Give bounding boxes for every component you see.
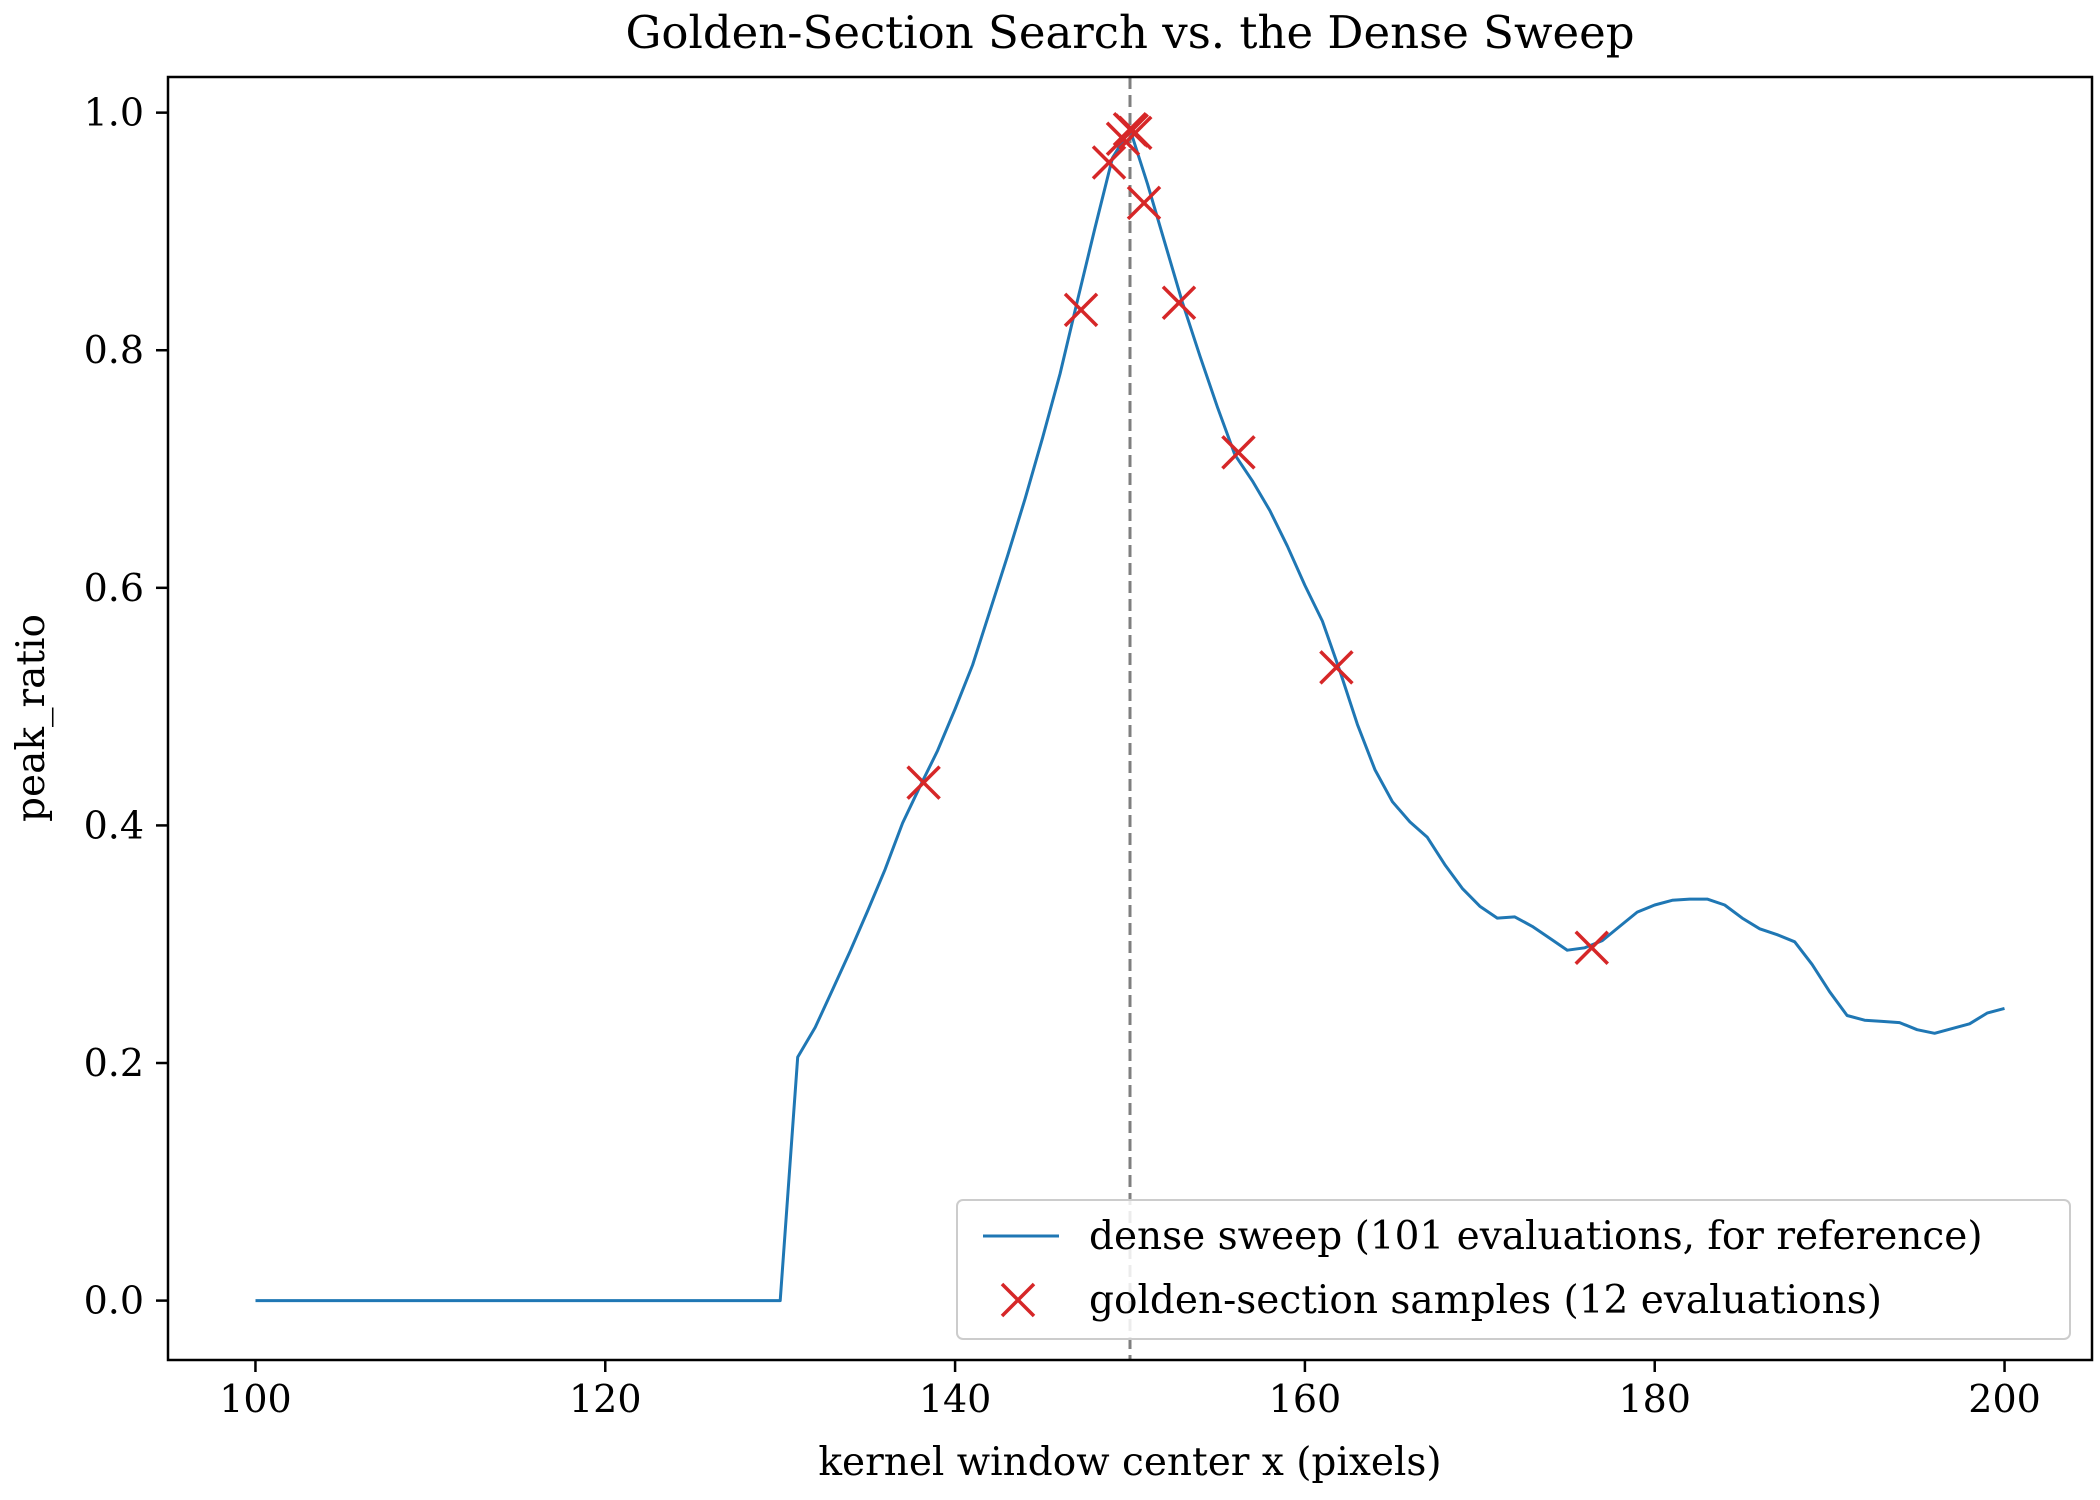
plot-frame [166, 75, 2094, 1362]
legend-x-marker-swatch [1000, 1282, 1036, 1318]
x-tick-label: 120 [569, 1377, 642, 1421]
golden-section-sample-marker [906, 765, 941, 800]
x-tick-label: 200 [1968, 1377, 2041, 1421]
x-tick-label: 180 [1618, 1377, 1691, 1421]
golden-section-sample-marker [1063, 292, 1099, 328]
golden-section-sample-marker [1126, 185, 1162, 221]
x-tick-label: 100 [219, 1377, 292, 1421]
golden-section-sample-marker [1221, 435, 1256, 470]
golden-section-sample-marker [1091, 145, 1127, 180]
golden-section-sample-marker [1114, 113, 1149, 148]
y-axis-label: peak_ratio [9, 614, 54, 822]
legend-label-dense-sweep: dense sweep (101 evaluations, for refere… [1089, 1214, 1983, 1259]
y-tick-label: 0.6 [84, 566, 144, 610]
y-tick-label: 0.2 [84, 1041, 144, 1085]
legend: dense sweep (101 evaluations, for refere… [956, 1199, 2071, 1340]
golden-section-sample-marker [1574, 930, 1609, 966]
y-tick-label: 1.0 [84, 91, 144, 135]
legend-label-golden-section: golden-section samples (12 evaluations) [1089, 1278, 1882, 1323]
y-tick-label: 0.4 [84, 803, 144, 847]
x-tick-label: 160 [1269, 1377, 1342, 1421]
golden-section-sample-marker [1161, 285, 1197, 320]
x-tick-label: 140 [919, 1377, 992, 1421]
golden-section-sample-marker [1319, 650, 1354, 685]
x-axis-label: kernel window center x (pixels) [818, 1440, 1441, 1485]
y-tick-label: 0.0 [84, 1279, 144, 1323]
y-tick-label: 0.8 [84, 328, 144, 372]
y-axis: 0.0 0.2 0.4 0.6 0.8 1.0 [84, 91, 168, 1323]
legend-box [956, 1199, 2071, 1340]
plot-area [255, 77, 2005, 1360]
x-axis: 100 120 140 160 180 200 [219, 1360, 2041, 1421]
chart-title: Golden-Section Search vs. the Dense Swee… [625, 6, 1634, 59]
